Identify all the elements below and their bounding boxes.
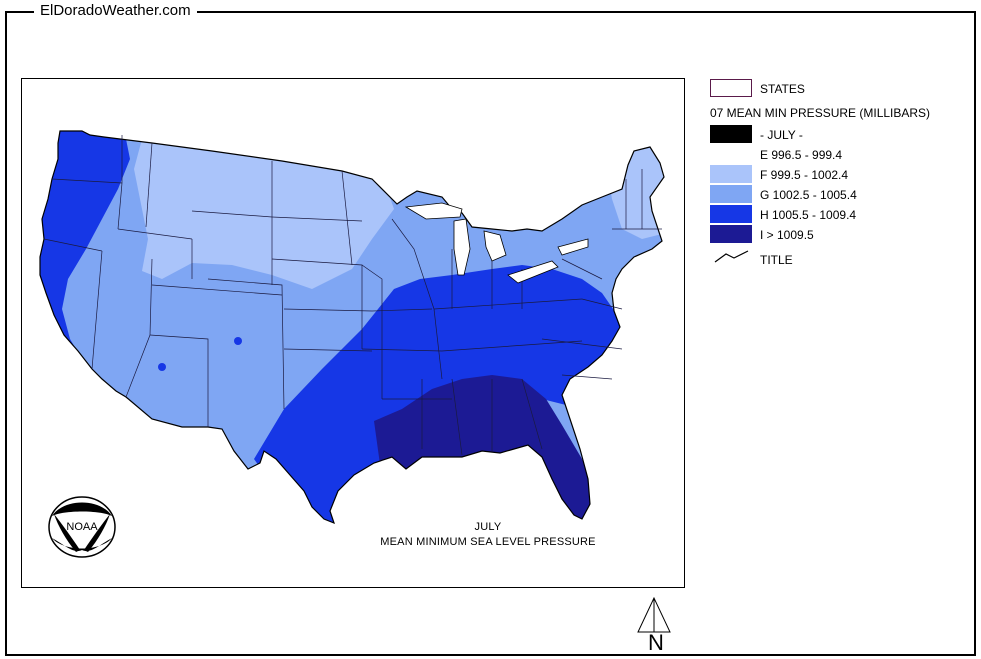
state-borders bbox=[43, 135, 662, 456]
legend-label-i: I > 1009.5 bbox=[760, 228, 814, 242]
zone-f-plains bbox=[134, 139, 394, 289]
us-outline bbox=[39, 130, 665, 525]
legend-label-e: E 996.5 - 999.4 bbox=[760, 148, 843, 162]
north-label: N bbox=[648, 630, 664, 654]
noaa-logo: NOAA bbox=[48, 496, 116, 558]
legend-swatch-july bbox=[710, 125, 752, 143]
legend-heading: 07 MEAN MIN PRESSURE (MILLIBARS) bbox=[710, 106, 931, 120]
legend-title-label: TITLE bbox=[760, 253, 793, 267]
legend-label-f: F 999.5 - 1002.4 bbox=[760, 168, 849, 182]
map-caption-month: JULY bbox=[474, 521, 502, 533]
legend-label-h: H 1005.5 - 1009.4 bbox=[760, 208, 857, 222]
legend-states-label: STATES bbox=[760, 82, 805, 96]
legend-states-swatch bbox=[710, 79, 752, 97]
legend-swatch-i bbox=[710, 225, 752, 243]
map-panel: NOAA JULY MEAN MINIMUM SEA LEVEL PRESSUR… bbox=[21, 78, 685, 588]
zone-h-pocket-az bbox=[158, 363, 166, 371]
legend-swatch-g bbox=[710, 185, 752, 203]
north-arrow-icon: N bbox=[637, 596, 671, 654]
pressure-map bbox=[39, 130, 665, 525]
outer-frame bbox=[5, 11, 976, 656]
legend-swatch-f bbox=[710, 165, 752, 183]
zone-h-pocket-co bbox=[234, 337, 242, 345]
legend-label-g: G 1002.5 - 1005.4 bbox=[760, 188, 857, 202]
svg-text:NOAA: NOAA bbox=[66, 521, 98, 533]
legend-swatch-e bbox=[710, 145, 752, 163]
site-title: ElDoradoWeather.com bbox=[34, 2, 197, 20]
great-lakes bbox=[404, 202, 589, 284]
map-caption-title: MEAN MINIMUM SEA LEVEL PRESSURE bbox=[380, 536, 596, 548]
legend-swatch-h bbox=[710, 205, 752, 223]
legend-label-july: - JULY - bbox=[760, 128, 803, 142]
legend-title-line-icon bbox=[714, 250, 749, 263]
